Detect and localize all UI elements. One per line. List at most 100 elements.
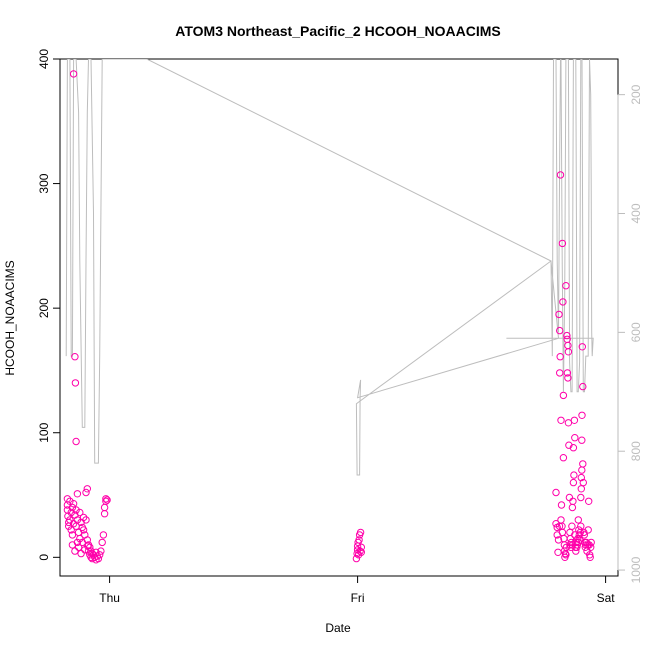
data-point (73, 516, 82, 524)
data-point (580, 531, 588, 539)
data-point (97, 547, 105, 555)
data-point (352, 554, 361, 563)
x-tick-label: Fri (351, 591, 365, 605)
data-point (554, 548, 562, 556)
plot-area (63, 59, 595, 564)
data-point (574, 534, 582, 543)
data-point (77, 549, 85, 558)
data-point (578, 436, 586, 444)
data-point (69, 70, 78, 78)
data-point (578, 466, 586, 474)
data-point (100, 510, 109, 518)
data-point (577, 473, 585, 482)
data-point (99, 531, 108, 539)
right-tick-label: 800 (629, 441, 643, 461)
data-point (568, 503, 577, 512)
data-point (564, 374, 572, 382)
data-point (562, 282, 570, 290)
data-point (71, 379, 80, 387)
data-point (68, 503, 77, 512)
data-point (559, 391, 568, 400)
data-point (69, 520, 78, 528)
data-point (82, 488, 90, 497)
data-point (92, 548, 100, 556)
x-tick-label: Sat (597, 591, 616, 605)
left-tick-label: 200 (37, 298, 51, 318)
data-point (578, 411, 586, 419)
right-tick-label: 1000 (629, 556, 643, 583)
data-point (556, 353, 564, 361)
data-point (82, 516, 90, 524)
data-point (69, 500, 78, 508)
data-point (357, 548, 365, 556)
data-point (562, 551, 570, 559)
data-point (556, 369, 564, 377)
data-point (564, 341, 572, 350)
left-y-axis: 0 100 200 300 400 (37, 49, 61, 561)
left-tick-label: 400 (37, 49, 51, 69)
right-tick-label: 400 (629, 203, 643, 223)
data-point (73, 538, 82, 547)
data-point (357, 543, 365, 551)
y-axis-label: HCOOH_NOAACIMS (3, 260, 17, 375)
data-point (557, 501, 566, 509)
data-point (564, 419, 573, 427)
data-point (83, 485, 92, 493)
data-point (577, 493, 585, 502)
data-point (79, 513, 88, 522)
data-point (84, 547, 93, 555)
data-point (587, 538, 595, 547)
data-point (79, 526, 88, 534)
data-point (67, 526, 75, 534)
data-point (563, 331, 571, 340)
x-axis: Thu Fri Sat (99, 576, 615, 605)
data-point (558, 239, 567, 248)
data-point (554, 536, 563, 544)
data-point (568, 522, 576, 530)
data-point (579, 382, 587, 391)
data-point (571, 434, 579, 442)
data-point (570, 471, 578, 479)
data-point (556, 326, 564, 335)
data-point (563, 369, 572, 377)
left-tick-label: 300 (37, 173, 51, 193)
data-point (76, 534, 84, 543)
data-point (587, 543, 595, 551)
data-point (98, 538, 106, 547)
data-point (103, 496, 111, 504)
data-point (356, 547, 364, 555)
data-point (68, 531, 77, 539)
data-point (76, 508, 84, 517)
data-point (564, 348, 573, 356)
point-series (63, 70, 595, 564)
data-point (74, 543, 83, 551)
data-point (72, 437, 80, 446)
data-point (558, 528, 567, 537)
data-point (586, 553, 594, 561)
data-point (569, 444, 578, 452)
data-point (102, 495, 110, 503)
plot-frame (59, 58, 619, 577)
data-point (585, 497, 593, 505)
data-point (556, 171, 565, 179)
x-tick-label: Thu (99, 591, 120, 605)
data-point (579, 460, 587, 468)
left-tick-label: 100 (37, 422, 51, 442)
right-tick-label: 600 (629, 322, 643, 342)
data-point (66, 497, 74, 505)
right-y-axis: 200 400 600 800 1000 (617, 84, 643, 583)
data-point (574, 516, 582, 524)
data-point (552, 488, 560, 497)
left-tick-label: 0 (37, 554, 51, 561)
data-point (578, 343, 586, 351)
data-point (584, 526, 592, 534)
data-point (569, 497, 577, 505)
data-point (356, 528, 365, 537)
data-point (577, 485, 585, 493)
data-point (559, 454, 568, 462)
data-point (565, 493, 574, 502)
data-point (72, 506, 80, 514)
data-point (71, 353, 79, 361)
data-point (559, 298, 567, 306)
